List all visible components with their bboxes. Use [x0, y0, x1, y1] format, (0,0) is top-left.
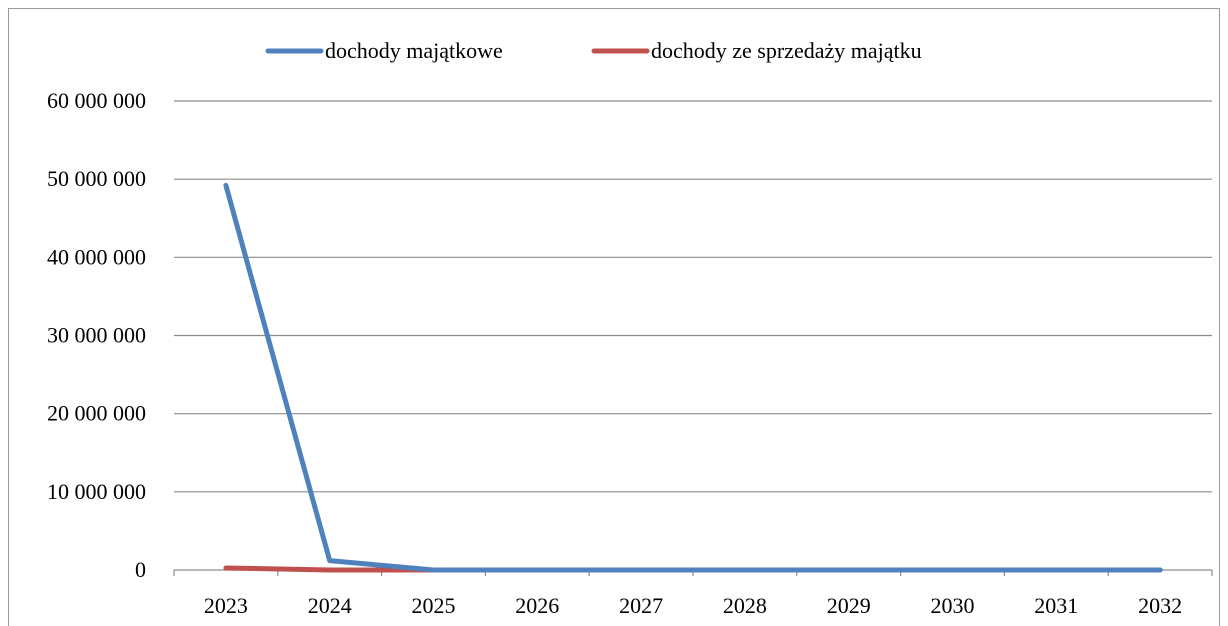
- x-tick-label: 2026: [515, 593, 559, 618]
- series-lines: [223, 182, 1163, 573]
- x-tick-label: 2023: [204, 593, 248, 618]
- x-tick-label: 2031: [1034, 593, 1078, 618]
- legend-item-1: dochody majątkowe: [265, 38, 503, 63]
- x-tick-label: 2028: [723, 593, 767, 618]
- series-line-1: [223, 182, 1163, 573]
- y-tick-label: 0: [135, 557, 146, 582]
- x-tick-label: 2025: [412, 593, 456, 618]
- y-tick-label: 60 000 000: [47, 88, 146, 113]
- x-tick-label: 2024: [308, 593, 352, 618]
- y-tick-label: 10 000 000: [47, 479, 146, 504]
- legend-item-2: dochody ze sprzedaży majątku: [591, 38, 922, 63]
- legend-label: dochody majątkowe: [325, 38, 503, 63]
- x-axis-tick-labels: 2023 2024 2025 2026 2027 2028 2029 2030 2031 2032: [173, 570, 1213, 618]
- x-tick-label: 2030: [931, 593, 975, 618]
- y-tick-label: 20 000 000: [47, 401, 146, 426]
- y-tick-label: 30 000 000: [47, 323, 146, 348]
- y-tick-label: 50 000 000: [47, 166, 146, 191]
- x-tick-label: 2029: [827, 593, 871, 618]
- y-tick-label: 40 000 000: [47, 244, 146, 269]
- x-tick-label: 2027: [619, 593, 663, 618]
- x-tick-label: 2032: [1138, 593, 1182, 618]
- legend: dochody majątkowe dochody ze sprzedaży ma…: [265, 38, 922, 63]
- y-axis-tick-labels: 0 10 000 000 20 000 000 30 000 000 40 000 00…: [47, 88, 146, 582]
- chart-frame: [8, 8, 1220, 626]
- gridlines: [174, 100, 1212, 571]
- legend-label: dochody ze sprzedaży majątku: [651, 38, 922, 63]
